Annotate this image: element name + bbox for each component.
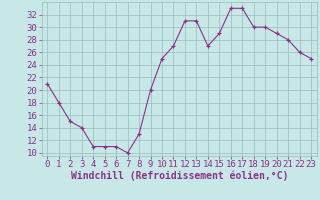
X-axis label: Windchill (Refroidissement éolien,°C): Windchill (Refroidissement éolien,°C) <box>70 171 288 181</box>
